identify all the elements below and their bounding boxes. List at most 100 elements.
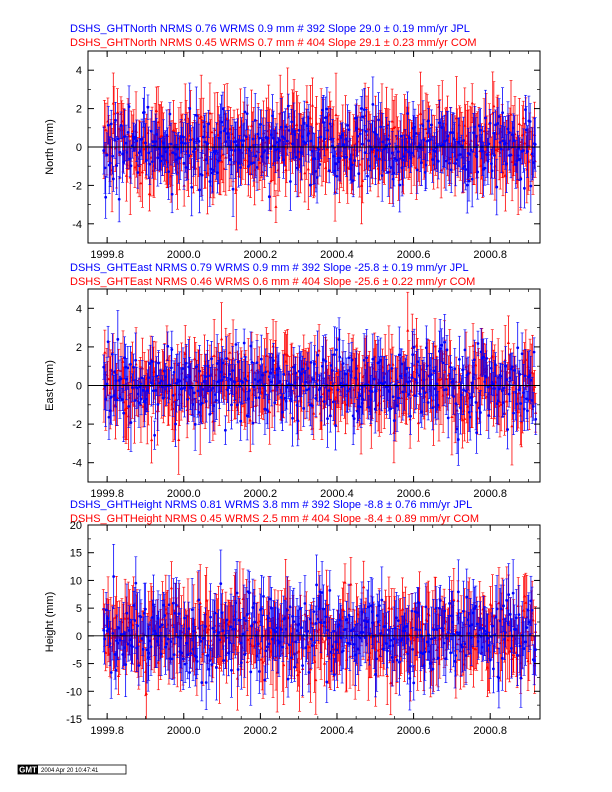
- data-point: [366, 174, 369, 178]
- data-point: [142, 110, 146, 114]
- header-wrms: 0.9 mm: [258, 23, 295, 35]
- header-com: DSHS_GHTNorth NRMS 0.45 WRMS 0.7 mm # 40…: [70, 37, 477, 49]
- data-point: [200, 173, 204, 177]
- data-point: [243, 110, 247, 114]
- data-point: [287, 129, 291, 132]
- data-point: [453, 138, 456, 142]
- data-point: [483, 166, 487, 170]
- data-point: [414, 132, 418, 135]
- data-point: [371, 103, 375, 106]
- data-point: [103, 350, 107, 354]
- data-point: [494, 123, 497, 127]
- data-point: [115, 110, 120, 114]
- data-point: [319, 135, 323, 139]
- header-station: DSHS_GHT: [70, 276, 130, 288]
- data-point: [337, 160, 341, 164]
- data-point: [230, 148, 233, 152]
- panel-north: DSHS_GHTNorth NRMS 0.76 WRMS 0.9 mm # 39…: [44, 23, 541, 261]
- data-point: [473, 125, 477, 129]
- data-point: [308, 116, 313, 120]
- data-point: [103, 166, 107, 170]
- data-point: [184, 141, 187, 145]
- data-point: [443, 139, 447, 143]
- data-point: [497, 114, 501, 118]
- x-tick-label: 2000.4: [320, 249, 354, 261]
- header-wrms: 0.6 mm: [253, 276, 290, 288]
- data-point: [329, 137, 333, 141]
- data-point: [297, 128, 301, 132]
- data-point: [269, 133, 273, 137]
- data-point: [340, 133, 344, 136]
- data-point: [310, 103, 315, 107]
- data-point: [395, 158, 399, 162]
- data-point: [440, 126, 443, 129]
- data-point: [410, 151, 413, 155]
- data-point: [306, 167, 310, 171]
- data-point: [105, 382, 109, 386]
- data-point: [455, 158, 459, 162]
- data-point: [397, 150, 400, 154]
- data-point: [184, 166, 188, 169]
- data-point: [499, 147, 503, 151]
- data-point: [125, 151, 129, 154]
- data-point: [134, 135, 137, 139]
- data-point: [109, 122, 113, 126]
- data-point: [353, 116, 357, 120]
- data-point: [433, 150, 437, 153]
- data-point: [385, 144, 388, 147]
- data-point: [252, 161, 256, 165]
- header-units: mm/yr: [417, 23, 448, 35]
- data-point: [210, 130, 214, 134]
- data-point: [509, 153, 513, 157]
- data-point: [239, 166, 242, 169]
- data-point: [356, 134, 359, 138]
- data-point: [499, 402, 503, 406]
- data-point: [529, 184, 533, 188]
- data-point: [501, 111, 504, 115]
- data-point: [296, 150, 300, 154]
- series-jpl: [102, 76, 537, 223]
- data-point: [115, 398, 119, 402]
- data-point: [245, 112, 249, 115]
- header-pm: ±: [384, 23, 390, 35]
- data-point: [139, 181, 143, 185]
- data-point: [107, 415, 111, 419]
- data-point: [381, 140, 385, 144]
- data-point: [449, 168, 453, 172]
- data-point: [498, 141, 502, 144]
- header-component: North: [130, 37, 157, 49]
- data-point: [189, 138, 192, 142]
- data-point: [464, 168, 468, 171]
- data-point: [102, 149, 106, 152]
- data-point: [510, 424, 514, 428]
- data-area: [102, 291, 538, 475]
- data-point: [269, 147, 273, 151]
- header-count: # 404: [297, 37, 325, 49]
- data-point: [358, 132, 362, 136]
- header-units: mm/yr: [416, 276, 447, 288]
- header-source: COM: [451, 37, 477, 49]
- header-nrms: 0.79: [190, 262, 211, 274]
- data-point: [463, 416, 467, 420]
- data-point: [286, 353, 290, 357]
- data-point: [146, 105, 150, 109]
- data-point: [136, 171, 140, 174]
- data-point: [521, 116, 525, 120]
- data-point: [219, 337, 224, 341]
- header-nrms: 0.76: [195, 23, 216, 35]
- data-point: [404, 396, 409, 400]
- data-point: [251, 137, 255, 141]
- data-point: [393, 157, 397, 161]
- data-point: [503, 358, 507, 362]
- header-slope: -25.8: [354, 262, 379, 274]
- data-point: [326, 128, 329, 132]
- data-point: [118, 150, 122, 154]
- data-point: [123, 135, 126, 139]
- data-point: [347, 128, 351, 132]
- data-point: [436, 159, 440, 163]
- data-point: [318, 163, 322, 166]
- data-point: [125, 406, 129, 410]
- data-point: [338, 156, 342, 160]
- data-point: [334, 162, 337, 166]
- data-point: [390, 119, 394, 123]
